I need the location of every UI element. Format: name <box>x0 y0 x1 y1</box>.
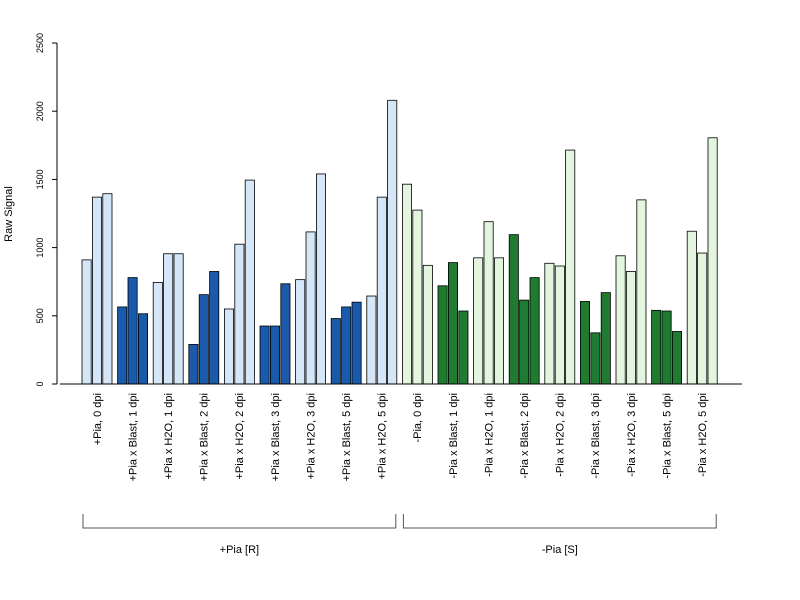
bar <box>672 331 683 385</box>
category-label: -Pia x Blast, 2 dpi <box>519 393 531 479</box>
y-tick-label: 2500 <box>35 33 45 53</box>
bar <box>422 264 433 385</box>
bar <box>387 99 398 385</box>
category-label: +Pia, 0 dpi <box>92 393 104 445</box>
category-label: +Pia x H2O, 2 dpi <box>234 393 246 480</box>
group-bracket <box>402 514 717 529</box>
group-label: +Pia [R] <box>220 544 259 556</box>
category-label: -Pia x H2O, 2 dpi <box>555 393 567 477</box>
bar <box>152 281 163 385</box>
y-axis: 0 500 1000 1500 2000 2500 <box>35 33 58 387</box>
group-bracket <box>82 514 397 529</box>
bar <box>244 179 255 385</box>
bar <box>529 277 540 385</box>
category-label: +Pia x H2O, 3 dpi <box>305 393 317 480</box>
bar <box>554 265 565 385</box>
category-label: +Pia x Blast, 2 dpi <box>199 393 211 481</box>
bar <box>198 294 209 385</box>
bar <box>447 262 458 385</box>
bar <box>661 310 672 385</box>
category-label: -Pia x Blast, 1 dpi <box>448 393 460 479</box>
bar <box>102 193 113 385</box>
category-label: +Pia x Blast, 5 dpi <box>341 393 353 481</box>
bar <box>280 283 291 385</box>
group-label: -Pia [S] <box>542 544 578 556</box>
bar <box>544 262 555 385</box>
bar <box>81 259 92 385</box>
bar <box>315 173 326 385</box>
bar <box>295 279 306 385</box>
category-label: -Pia x H2O, 5 dpi <box>697 393 709 477</box>
bar <box>437 285 448 385</box>
y-tick-label: 2000 <box>35 101 45 121</box>
bar <box>651 309 662 385</box>
bar <box>127 277 138 385</box>
bar <box>401 183 412 385</box>
bar <box>565 149 576 385</box>
bar <box>580 301 591 385</box>
y-tick-label: 1000 <box>35 238 45 258</box>
bar <box>686 230 697 385</box>
bar <box>508 234 519 385</box>
bar <box>223 308 234 385</box>
category-label: +Pia x H2O, 1 dpi <box>163 393 175 480</box>
bar <box>137 313 148 385</box>
bar <box>473 257 484 385</box>
bar <box>600 292 611 385</box>
bar <box>519 299 530 385</box>
bar <box>351 301 362 385</box>
bar <box>458 310 469 385</box>
bars <box>81 99 718 385</box>
bar <box>493 257 504 385</box>
category-label: -Pia x Blast, 3 dpi <box>590 393 602 479</box>
group-brackets: +Pia [R] -Pia [S] <box>82 514 717 556</box>
bar <box>376 196 387 385</box>
category-label: -Pia x H2O, 3 dpi <box>626 393 638 477</box>
bar <box>305 231 316 385</box>
category-label: +Pia x Blast, 1 dpi <box>127 393 139 481</box>
bar <box>234 243 245 385</box>
y-tick-label: 1500 <box>35 169 45 189</box>
bar <box>117 306 128 385</box>
bar <box>636 199 647 385</box>
category-labels: +Pia, 0 dpi +Pia x Blast, 1 dpi +Pia x H2O… <box>92 393 709 481</box>
bar <box>707 137 718 385</box>
bar <box>483 221 494 385</box>
y-tick-label: 500 <box>35 308 45 323</box>
bar <box>173 253 184 385</box>
bar <box>163 253 174 385</box>
bar <box>209 271 220 385</box>
category-label: +Pia x H2O, 5 dpi <box>377 393 389 480</box>
category-label: +Pia x Blast, 3 dpi <box>270 393 282 481</box>
bar <box>188 344 199 385</box>
bar <box>697 252 708 385</box>
bar <box>615 255 626 385</box>
y-axis-title: Raw Signal <box>3 186 15 242</box>
bar <box>590 332 601 385</box>
bar <box>366 295 377 385</box>
category-label: -Pia, 0 dpi <box>412 393 424 443</box>
bar <box>341 306 352 385</box>
bar <box>269 325 280 385</box>
bar <box>92 196 103 385</box>
category-label: -Pia x H2O, 1 dpi <box>483 393 495 477</box>
bar <box>626 271 637 385</box>
y-tick-label: 0 <box>35 381 45 386</box>
bar <box>412 209 423 385</box>
bar <box>330 318 341 385</box>
bar <box>259 325 270 385</box>
category-label: -Pia x Blast, 5 dpi <box>661 393 673 479</box>
